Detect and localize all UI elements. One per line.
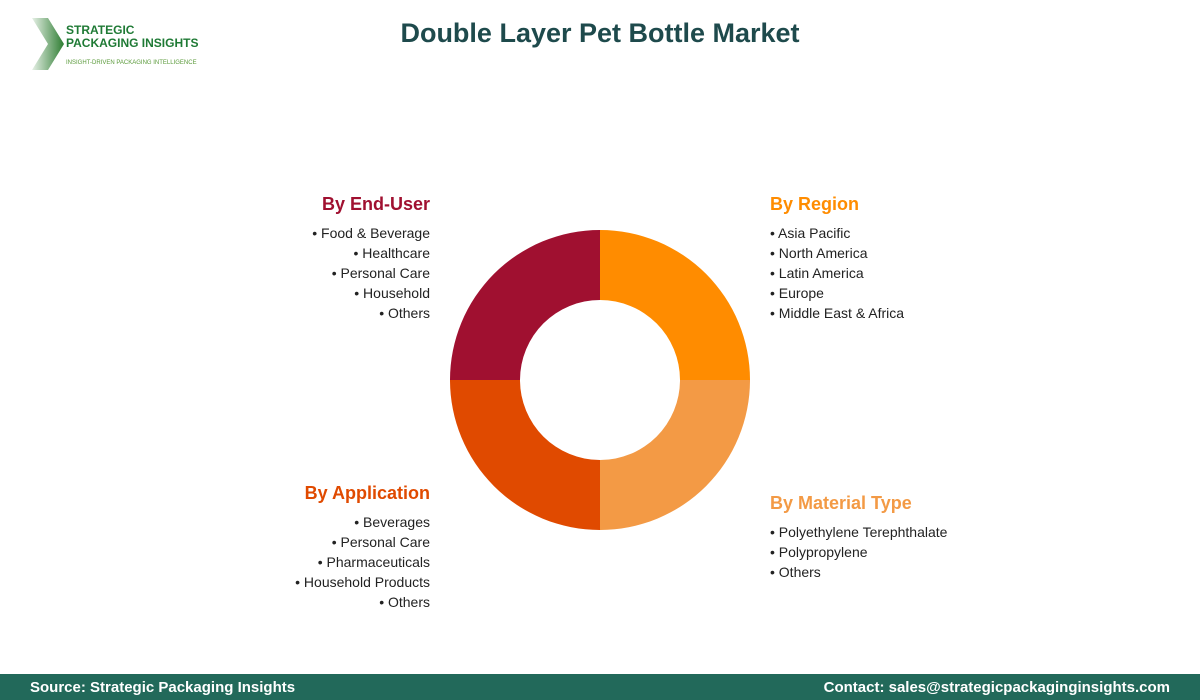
list-item: • Asia Pacific bbox=[770, 225, 851, 241]
group-application: By Application • Beverages • Personal Car… bbox=[295, 483, 430, 612]
heading-material-type: By Material Type bbox=[770, 493, 912, 513]
logo-line2: PACKAGING INSIGHTS bbox=[66, 36, 199, 50]
logo: STRATEGIC PACKAGING INSIGHTS INSIGHT-DRIV… bbox=[30, 18, 200, 73]
segment-material-type bbox=[600, 380, 750, 530]
list-item: • Others bbox=[770, 564, 821, 580]
list-item: • Healthcare bbox=[353, 245, 431, 261]
logo-line1: STRATEGIC bbox=[66, 23, 135, 37]
list-item: • Middle East & Africa bbox=[770, 305, 905, 321]
list-item: • Polypropylene bbox=[770, 544, 868, 560]
list-item: • Europe bbox=[770, 285, 824, 301]
list-item: • Household Products bbox=[295, 574, 430, 590]
list-item: • Others bbox=[379, 594, 430, 610]
group-region: By Region • Asia Pacific • North America •… bbox=[770, 194, 904, 323]
list-item: • Personal Care bbox=[331, 534, 430, 550]
list-item: • Latin America bbox=[770, 265, 864, 281]
list-item: • Beverages bbox=[354, 514, 430, 530]
list-item: • Polyethylene Terephthalate bbox=[770, 524, 948, 540]
segment-region bbox=[600, 230, 750, 380]
page-title: Double Layer Pet Bottle Market bbox=[400, 18, 800, 48]
list-item: • North America bbox=[770, 245, 868, 261]
list-item: • Personal Care bbox=[331, 265, 430, 281]
list-item: • Food & Beverage bbox=[312, 225, 430, 241]
heading-application: By Application bbox=[304, 483, 430, 503]
list-item: • Household bbox=[354, 285, 430, 301]
footer-source: Source: Strategic Packaging Insights bbox=[30, 679, 296, 696]
list-item: • Pharmaceuticals bbox=[317, 554, 430, 570]
segment-end-user bbox=[450, 230, 600, 380]
heading-end-user: By End-User bbox=[321, 194, 430, 214]
logo-chevron-icon bbox=[32, 18, 64, 70]
group-end-user: By End-User • Food & Beverage • Healthcar… bbox=[312, 194, 430, 323]
segment-application bbox=[450, 380, 600, 530]
group-material-type: By Material Type • Polyethylene Terephth… bbox=[770, 493, 947, 582]
footer-contact: Contact: sales@strategicpackaginginsight… bbox=[823, 679, 1170, 696]
logo-tagline: INSIGHT-DRIVEN PACKAGING INTELLIGENCE bbox=[66, 60, 197, 66]
footer: Source: Strategic Packaging Insights Con… bbox=[0, 674, 1200, 700]
heading-region: By Region bbox=[770, 194, 860, 214]
list-item: • Others bbox=[379, 305, 430, 321]
